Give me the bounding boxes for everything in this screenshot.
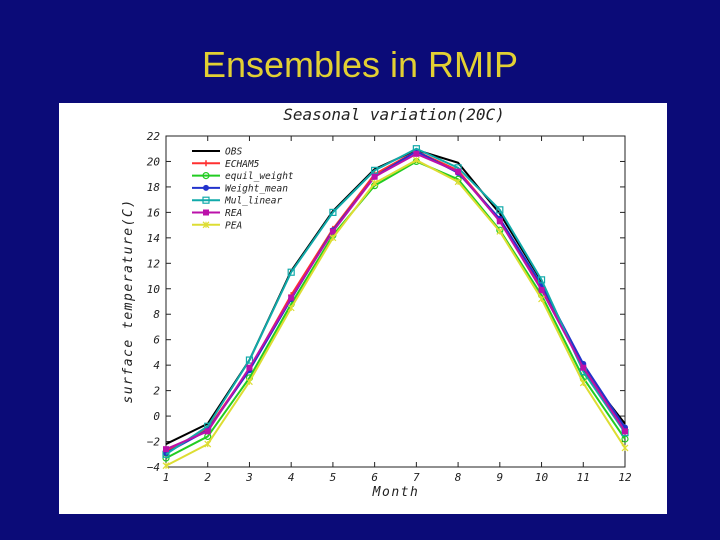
x-tick-label: 5 (330, 471, 337, 484)
y-tick-label: −2 (147, 436, 161, 449)
data-point (496, 228, 504, 235)
legend-item: OBS (192, 147, 242, 158)
legend-item: Weight_mean (192, 183, 288, 194)
series-line (165, 159, 626, 467)
chart-panel: Seasonal variation(20C) surface temperat… (59, 103, 667, 514)
legend-label: REA (225, 208, 242, 219)
x-tick-label: 7 (413, 471, 420, 484)
data-point (455, 168, 462, 175)
x-tick-label: 6 (371, 471, 378, 484)
series-line (165, 152, 626, 451)
legend-item: REA (192, 208, 242, 219)
x-tick-label: 8 (455, 471, 462, 484)
y-tick-label: 18 (147, 181, 161, 194)
legend-item: Mul_linear (192, 196, 282, 207)
data-point (622, 428, 628, 435)
legend-label: PEA (225, 220, 242, 231)
y-tick-label: 10 (147, 283, 161, 296)
data-point (204, 440, 212, 448)
chart-title: Seasonal variation(20C) (283, 105, 505, 124)
legend-label: Weight_mean (225, 183, 288, 194)
seasonal-chart: Seasonal variation(20C) surface temperat… (121, 105, 632, 500)
x-tick-label: 11 (577, 471, 590, 484)
x-tick-label: 3 (245, 471, 253, 484)
y-tick-label: 6 (153, 334, 160, 347)
y-tick-label: 20 (147, 155, 161, 168)
slide-title: Ensembles in RMIP (201, 44, 519, 85)
data-point (287, 268, 295, 276)
data-point (246, 378, 253, 386)
data-point (371, 166, 379, 174)
series-line (165, 160, 626, 459)
y-axis-label: surface temperature(C) (121, 198, 136, 403)
legend-item: PEA (192, 220, 242, 231)
y-tick-label: 2 (153, 385, 160, 398)
series-weight-mean (163, 148, 628, 456)
data-point (537, 276, 546, 284)
y-tick-label: 4 (153, 359, 160, 372)
data-point (371, 179, 379, 187)
legend-label: ECHAM5 (225, 159, 260, 170)
y-tick-label: 12 (147, 257, 161, 270)
data-point (204, 428, 211, 435)
x-tick-label: 12 (618, 471, 632, 484)
data-point (538, 287, 545, 294)
x-tick-label: 4 (288, 471, 295, 484)
legend-label: OBS (225, 147, 242, 158)
data-point (371, 173, 378, 180)
series-layer (162, 145, 629, 470)
data-point (412, 156, 420, 164)
y-tick-label: 14 (147, 232, 160, 245)
y-tick-label: −4 (147, 461, 160, 474)
data-point (246, 364, 253, 371)
legend-item: equil_weight (192, 171, 294, 182)
legend-label: equil_weight (225, 171, 294, 182)
x-tick-label: 9 (497, 471, 504, 484)
legend-marker (202, 171, 210, 180)
legend-marker (203, 209, 209, 216)
legend-label: Mul_linear (224, 196, 282, 207)
data-point (538, 295, 545, 303)
data-point (288, 294, 295, 301)
data-point (329, 234, 337, 242)
series-rea (163, 150, 628, 453)
x-tick-label: 2 (204, 471, 211, 484)
data-point (621, 444, 629, 452)
series-line (165, 147, 626, 456)
y-tick-label: 8 (153, 308, 160, 321)
data-point (454, 178, 462, 186)
data-point (162, 462, 170, 470)
series-pea (162, 156, 629, 470)
x-axis-label: Month (372, 485, 420, 500)
data-point (329, 228, 336, 235)
data-point (496, 218, 503, 225)
data-point (580, 364, 587, 371)
legend-marker (203, 184, 209, 191)
x-tick-label: 1 (163, 471, 170, 484)
legend-item: ECHAM5 (192, 159, 260, 170)
plot-frame (165, 135, 626, 468)
data-point (496, 206, 504, 214)
y-tick-label: 0 (153, 410, 160, 423)
data-point (579, 379, 587, 387)
data-point (329, 208, 337, 216)
series-line (165, 150, 626, 454)
data-point (287, 304, 295, 312)
y-tick-label: 16 (147, 206, 161, 219)
x-tick-label: 10 (535, 471, 549, 484)
legend-marker (203, 160, 209, 167)
legend-marker (202, 196, 210, 204)
data-point (163, 446, 169, 453)
legend-marker (202, 221, 210, 229)
data-point (413, 150, 420, 157)
y-tick-label: 22 (147, 130, 161, 143)
data-point (245, 356, 254, 364)
